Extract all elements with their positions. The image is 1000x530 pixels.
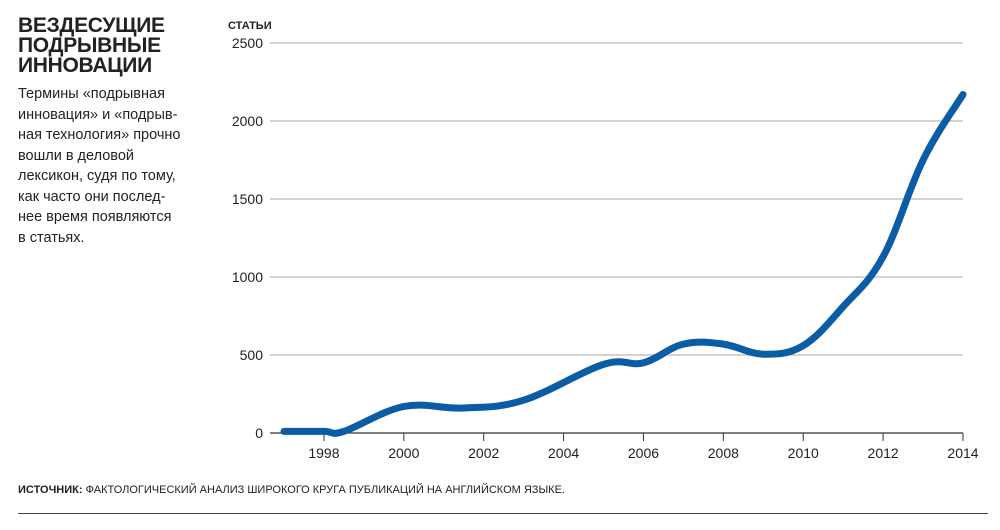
x-tick-label: 2014 — [947, 445, 978, 461]
y-tick-label: 1000 — [232, 269, 263, 285]
bottom-divider — [18, 513, 988, 514]
y-tick-label: 0 — [255, 425, 263, 441]
y-axis-label: СТАТЬИ — [228, 20, 272, 32]
description-line: лексикон, судя по тому, — [18, 168, 176, 184]
x-tick-label: 2002 — [468, 445, 499, 461]
source-text: ФАКТОЛОГИЧЕСКИЙ АНАЛИЗ ШИРОКОГО КРУГА ПУ… — [85, 484, 565, 496]
chart-description: Термины «подрывная инновация» и «подрыв-… — [18, 84, 193, 248]
grid-lines — [270, 42, 963, 434]
x-tick-label: 2004 — [548, 445, 579, 461]
description-line: инновация» и «подрыв- — [18, 106, 178, 123]
y-tick-label: 1500 — [232, 191, 263, 207]
title-line: ПОДРЫВНЫЕ — [18, 34, 161, 57]
x-axis-ticks: 1998 2000 2002 2004 2006 2008 2010 2012 2014 — [308, 433, 979, 461]
source-label: ИСТОЧНИК: — [18, 484, 83, 496]
y-axis-ticks: 0 500 1000 1500 2000 2500 — [232, 35, 263, 441]
title-line: ВЕЗДЕСУЩИЕ — [18, 14, 165, 37]
x-tick-label: 2010 — [788, 445, 819, 461]
description-line: как часто они послед- — [18, 188, 166, 205]
y-tick-label: 500 — [240, 347, 264, 363]
description-line: Термины «подрывная — [18, 86, 165, 102]
series-line — [280, 91, 967, 437]
description-line: вошли в деловой — [18, 147, 134, 164]
description-line: в статьях. — [18, 229, 85, 246]
source-note: ИСТОЧНИК: ФАКТОЛОГИЧЕСКИЙ АНАЛИЗ ШИРОКОГ… — [18, 484, 565, 496]
description-line: ная технология» прочно — [18, 127, 181, 143]
x-tick-label: 1998 — [308, 445, 339, 461]
x-tick-label: 2012 — [868, 445, 899, 461]
series-group — [280, 91, 967, 437]
x-tick-label: 2008 — [708, 445, 739, 461]
line-chart: СТАТЬИ 0 500 1000 1500 2000 2500 1998 2000 2002… — [228, 20, 979, 461]
description-line: нее время появляются — [18, 209, 172, 225]
chart-title: ВЕЗДЕСУЩИЕ ПОДРЫВНЫЕ ИННОВАЦИИ — [18, 14, 198, 77]
title-line: ИННОВАЦИИ — [18, 54, 152, 77]
x-tick-label: 2000 — [388, 445, 419, 461]
y-tick-label: 2500 — [232, 35, 263, 51]
x-tick-label: 2006 — [628, 445, 659, 461]
y-tick-label: 2000 — [232, 113, 263, 129]
